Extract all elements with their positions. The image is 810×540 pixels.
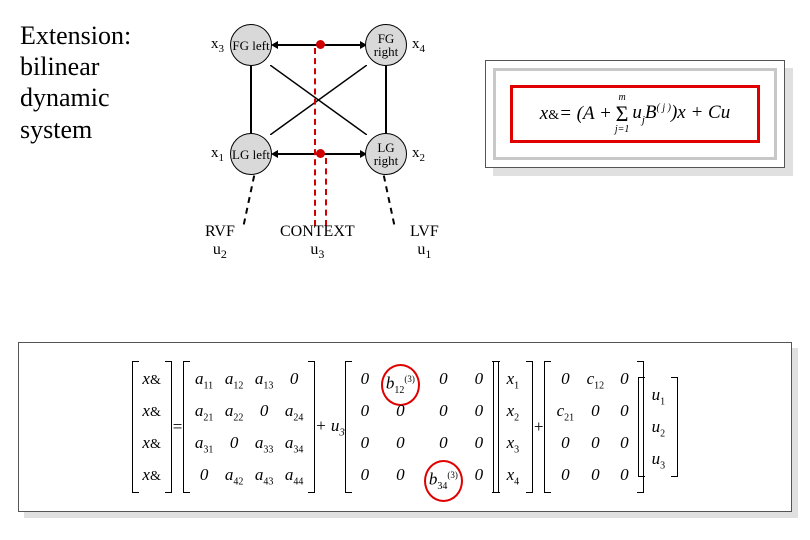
equals-sign: = xyxy=(172,417,183,437)
b-matrix: 0000 b12(3)000 000b34(3) 0000 xyxy=(351,361,493,493)
lhs-vector: x& x& x& x& xyxy=(138,361,166,493)
title-line: bilinear xyxy=(20,51,160,82)
highlight-circle-icon: b34(3) xyxy=(424,460,463,502)
input-label-rvf: RVF u2 xyxy=(205,223,235,262)
network-diagram: FG left FG right LG left LG right x3 x4 … xyxy=(175,18,485,258)
state-label-x2: x2 xyxy=(412,145,425,164)
slide-title: Extension: bilinear dynamic system xyxy=(20,20,160,145)
title-line: system xyxy=(20,114,160,145)
box-border: x&= (A + m Σ j=1 ujB( j ))x + Cu xyxy=(485,60,785,168)
title-line: Extension: xyxy=(20,20,160,51)
red-dot-icon xyxy=(316,149,325,158)
matrix-equation-box: x& x& x& x& = a11a21a310 a12a220a42 a130… xyxy=(18,342,792,512)
context-input-line xyxy=(314,48,316,226)
red-dot-icon xyxy=(316,40,325,49)
state-label-x4: x4 xyxy=(412,36,425,55)
title-line: dynamic xyxy=(20,82,160,113)
node-fg-left: FG left xyxy=(230,24,272,66)
c-matrix: 0c2100 c12000 0000 xyxy=(550,361,638,493)
input-line xyxy=(383,175,395,224)
node-label: LG right xyxy=(366,141,406,167)
a-matrix: a11a21a310 a12a220a42 a130a33a43 0a24a34… xyxy=(189,361,309,493)
node-lg-left: LG left xyxy=(230,133,272,175)
bilinear-equation-box: x&= (A + m Σ j=1 ujB( j ))x + Cu xyxy=(485,60,785,168)
equation: x&= (A + m Σ j=1 ujB( j ))x + Cu xyxy=(540,93,730,135)
node-label: FG right xyxy=(366,32,406,58)
arrow xyxy=(250,66,252,133)
plus-sign: + u3 xyxy=(315,416,345,438)
input-label-lvf: LVF u1 xyxy=(410,223,439,262)
state-label-x3: x3 xyxy=(211,36,224,55)
context-input-line xyxy=(325,158,327,226)
box-red-border: x&= (A + m Σ j=1 ujB( j ))x + Cu xyxy=(510,85,760,143)
matrix-equation: x& x& x& x& = a11a21a310 a12a220a42 a130… xyxy=(18,342,792,512)
node-label: FG left xyxy=(232,39,269,52)
node-fg-right: FG right xyxy=(365,24,407,66)
node-label: LG left xyxy=(232,148,270,161)
box-grey-border: x&= (A + m Σ j=1 ujB( j ))x + Cu xyxy=(493,68,777,160)
state-label-x1: x1 xyxy=(211,145,224,164)
u-vector: u1u2u3 xyxy=(644,377,672,477)
plus-sign: + xyxy=(533,417,544,437)
input-line xyxy=(243,175,255,224)
input-label-context: CONTEXT u3 xyxy=(280,223,355,262)
arrow-head-icon xyxy=(271,41,278,49)
cross-arrows xyxy=(270,65,367,135)
x-vector: x1x2x3x4 xyxy=(499,361,527,493)
arrow-head-icon xyxy=(271,150,278,158)
summation-icon: m Σ j=1 xyxy=(615,93,630,135)
arrow xyxy=(385,66,387,133)
node-lg-right: LG right xyxy=(365,133,407,175)
